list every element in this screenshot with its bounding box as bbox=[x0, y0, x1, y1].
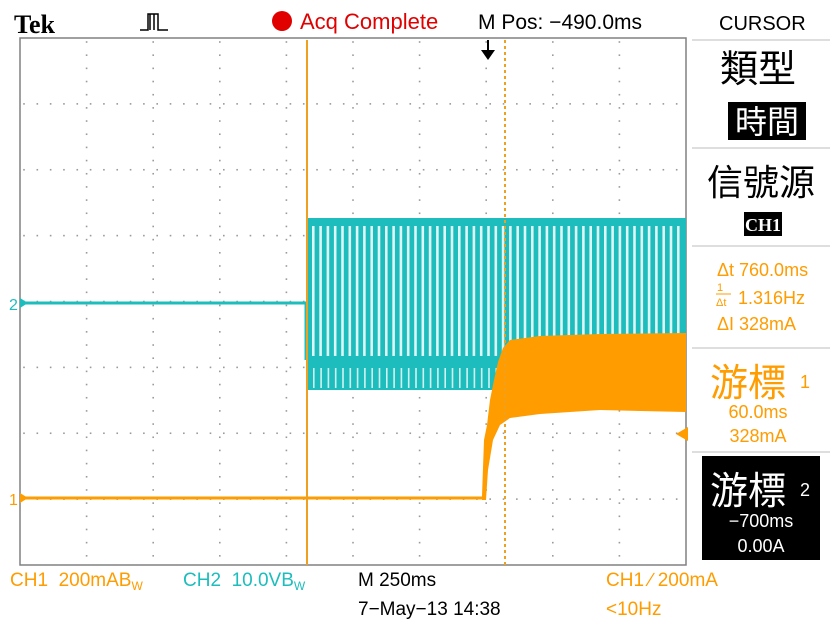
cursor-1-time: 60.0ms bbox=[728, 402, 787, 422]
pulse-trigger-icon bbox=[140, 13, 168, 31]
delta-current-readout: ΔI 328mA bbox=[717, 314, 796, 334]
date-time: 7−May−13 14:38 bbox=[358, 599, 501, 620]
ch1-waveform bbox=[22, 333, 686, 500]
cursor-menu: CURSOR 類型 時間 信號源 CH1 Δt 760.0ms 1 Δt 1.3… bbox=[692, 13, 830, 560]
ch2-scale: CH2 10.0VBW bbox=[183, 570, 306, 593]
cursor-2-number: 2 bbox=[800, 480, 810, 500]
record-dot-icon bbox=[272, 11, 292, 31]
acquisition-status: Acq Complete bbox=[300, 9, 438, 34]
cursor-2-value: 0.00A bbox=[737, 536, 784, 556]
ch2-ground-marker: 2 bbox=[9, 297, 28, 314]
type-label[interactable]: 類型 bbox=[720, 47, 796, 91]
timebase: M 250ms bbox=[358, 570, 436, 591]
cursor-1-label[interactable]: 游標 bbox=[710, 361, 786, 405]
ch1-ground-marker: 1 bbox=[9, 492, 28, 509]
source-value[interactable]: CH1 bbox=[745, 215, 781, 235]
type-value[interactable]: 時間 bbox=[735, 103, 799, 141]
trigger-level-marker bbox=[676, 427, 688, 441]
ch1-scale: CH1 200mABW bbox=[10, 570, 143, 593]
trigger-setting: CH1 ∕ 200mA bbox=[606, 570, 718, 591]
inverse-delta-icon: 1 Δt bbox=[716, 282, 731, 309]
cursor-2-time: −700ms bbox=[729, 511, 794, 531]
svg-text:1: 1 bbox=[9, 492, 18, 509]
menu-title: CURSOR bbox=[719, 13, 806, 35]
svg-text:Δt: Δt bbox=[716, 297, 726, 309]
svg-text:1: 1 bbox=[717, 282, 723, 294]
cursor-1-number: 1 bbox=[800, 372, 810, 392]
trigger-frequency: <10Hz bbox=[606, 599, 661, 620]
cursor-2-label[interactable]: 游標 bbox=[710, 469, 786, 513]
cursor-1-value: 328mA bbox=[729, 426, 786, 446]
delta-time-readout: Δt 760.0ms bbox=[717, 260, 808, 280]
svg-text:2: 2 bbox=[9, 297, 18, 314]
source-label[interactable]: 信號源 bbox=[707, 163, 815, 204]
inverse-delta-readout: 1.316Hz bbox=[738, 288, 805, 308]
cursor-2-panel[interactable] bbox=[702, 456, 820, 560]
horizontal-position: M Pos: −490.0ms bbox=[478, 11, 642, 34]
brand-logo: Tek bbox=[14, 10, 55, 39]
trigger-position-arrow bbox=[481, 40, 495, 60]
